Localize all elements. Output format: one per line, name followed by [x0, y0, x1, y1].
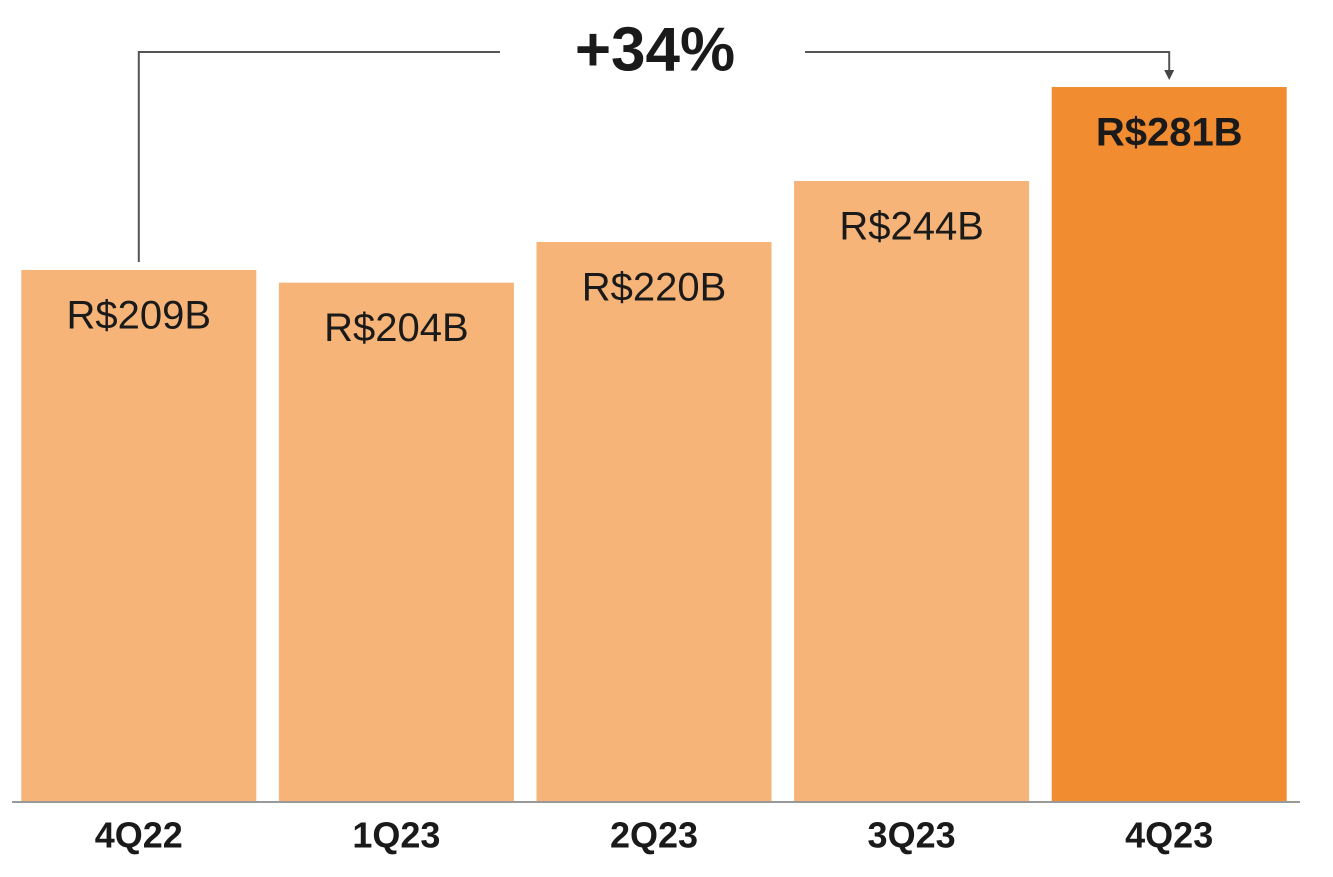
value-label: R$244B [839, 205, 984, 249]
bar [1051, 87, 1287, 801]
bracket-right [805, 51, 1175, 80]
bar [21, 269, 257, 801]
value-label: R$209B [67, 294, 212, 338]
bracket-left [137, 51, 500, 262]
growth-annotation: +34% [575, 15, 735, 84]
value-label: R$220B [582, 266, 727, 310]
x-tick-label: 2Q23 [610, 815, 698, 856]
value-label: R$281B [1096, 111, 1243, 155]
bar [278, 282, 514, 801]
bar [536, 241, 772, 801]
bar [794, 181, 1030, 802]
x-tick-label: 3Q23 [868, 815, 956, 856]
value-label: R$204B [324, 306, 469, 350]
x-tick-label: 1Q23 [352, 815, 440, 856]
x-tick-label: 4Q23 [1125, 815, 1213, 856]
x-tick-label: 4Q22 [95, 815, 183, 856]
